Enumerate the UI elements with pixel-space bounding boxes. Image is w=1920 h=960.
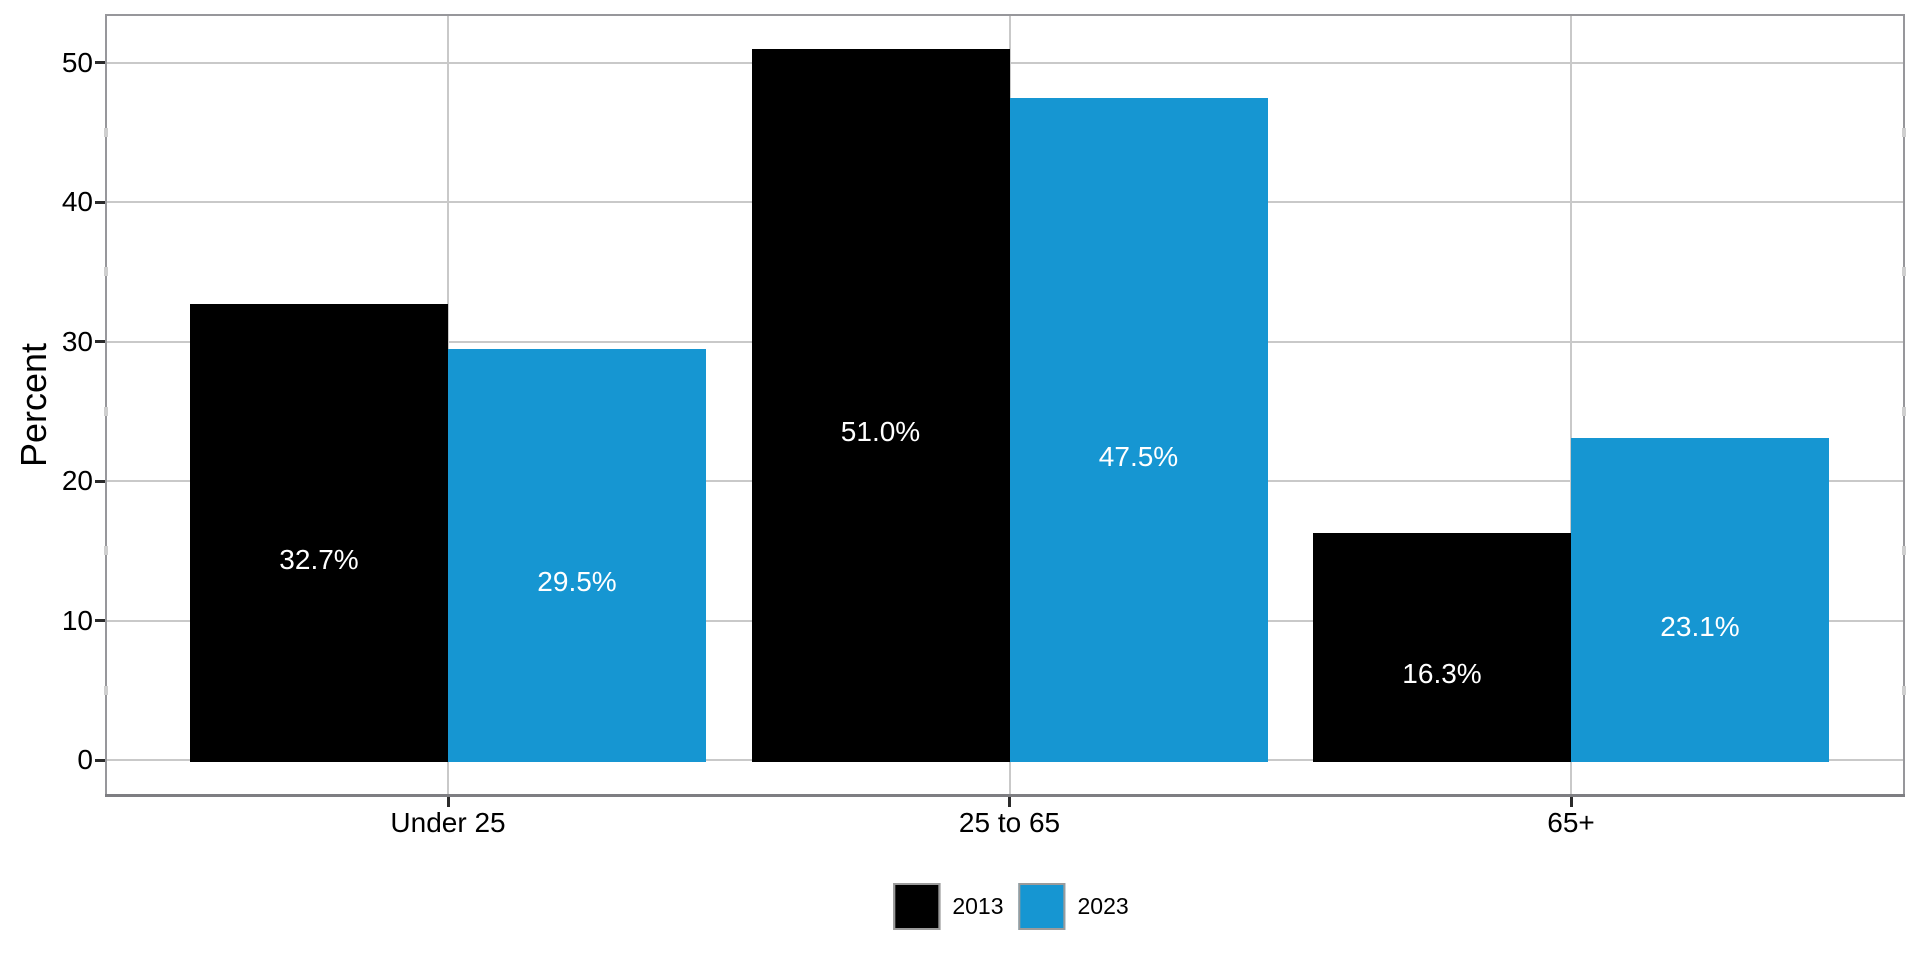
x-axis-tick-label-25-to-65: 25 to 65 xyxy=(958,807,1061,838)
bar-2013-under-25: 32.7% xyxy=(190,304,448,763)
x-axis-tick-65 xyxy=(1569,797,1573,807)
y-minor-tick-left-25 xyxy=(104,406,108,416)
y-axis-tick-label-50: 50 xyxy=(61,46,93,78)
bar-label-2013-65: 16.3% xyxy=(1402,658,1482,690)
y-axis-tick-label-20: 20 xyxy=(61,465,93,497)
bar-2023-65: 23.1% xyxy=(1571,437,1829,763)
legend: 2013 2023 xyxy=(893,883,1129,930)
y-minor-tick-right-25 xyxy=(1902,406,1906,416)
y-minor-tick-left-35 xyxy=(104,267,108,277)
gridline-v-65 xyxy=(1570,16,1572,794)
y-minor-tick-right-45 xyxy=(1902,128,1906,138)
bar-label-2023-25-to-65: 47.5% xyxy=(1098,440,1179,472)
y-minor-tick-right-35 xyxy=(1902,267,1906,277)
x-axis-tick-label-under-25: Under 25 xyxy=(390,807,506,838)
y-minor-tick-right-5 xyxy=(1902,685,1906,695)
legend-item-2013: 2013 xyxy=(893,883,1004,930)
bar-label-2023-65: 23.1% xyxy=(1660,610,1740,642)
panel-border-right xyxy=(1903,14,1905,797)
x-axis-tick-label-65: 65+ xyxy=(1547,807,1595,838)
y-minor-tick-right-15 xyxy=(1902,546,1906,556)
bar-2023-under-25: 29.5% xyxy=(448,348,706,763)
bar-2023-25-to-65: 47.5% xyxy=(1009,97,1268,763)
y-axis-tick-40 xyxy=(95,200,105,204)
x-axis-line xyxy=(105,794,1905,797)
y-axis-tick-label-30: 30 xyxy=(61,325,93,357)
bar-2013-65: 16.3% xyxy=(1313,532,1571,763)
bar-label-2013-25-to-65: 51.0% xyxy=(840,416,921,448)
y-minor-tick-left-45 xyxy=(104,128,108,138)
y-axis-tick-50 xyxy=(95,61,105,65)
y-axis-tick-label-40: 40 xyxy=(61,186,93,218)
legend-key-swatch-2013 xyxy=(893,883,941,930)
legend-label-2023: 2023 xyxy=(1077,893,1129,919)
bar-label-2013-under-25: 32.7% xyxy=(279,543,359,575)
panel-border-top xyxy=(105,14,1905,16)
legend-key-swatch-2023 xyxy=(1018,883,1066,930)
x-axis-tick-under-25 xyxy=(446,797,450,807)
x-axis-tick-25-to-65 xyxy=(1008,797,1011,807)
y-axis-tick-30 xyxy=(95,340,105,344)
bar-label-2023-under-25: 29.5% xyxy=(537,566,617,598)
y-axis-tick-label-0: 0 xyxy=(77,744,93,776)
legend-item-2023: 2023 xyxy=(1018,883,1129,930)
y-axis-tick-10 xyxy=(95,619,105,623)
y-axis-tick-0 xyxy=(95,758,105,762)
legend-label-2013: 2013 xyxy=(952,893,1004,919)
y-axis-tick-label-10: 10 xyxy=(61,604,93,636)
y-minor-tick-left-15 xyxy=(104,546,108,556)
y-minor-tick-left-5 xyxy=(104,685,108,695)
bar-2013-25-to-65: 51.0% xyxy=(751,48,1010,763)
y-axis-tick-20 xyxy=(95,479,105,483)
panel-border-left xyxy=(105,14,107,797)
